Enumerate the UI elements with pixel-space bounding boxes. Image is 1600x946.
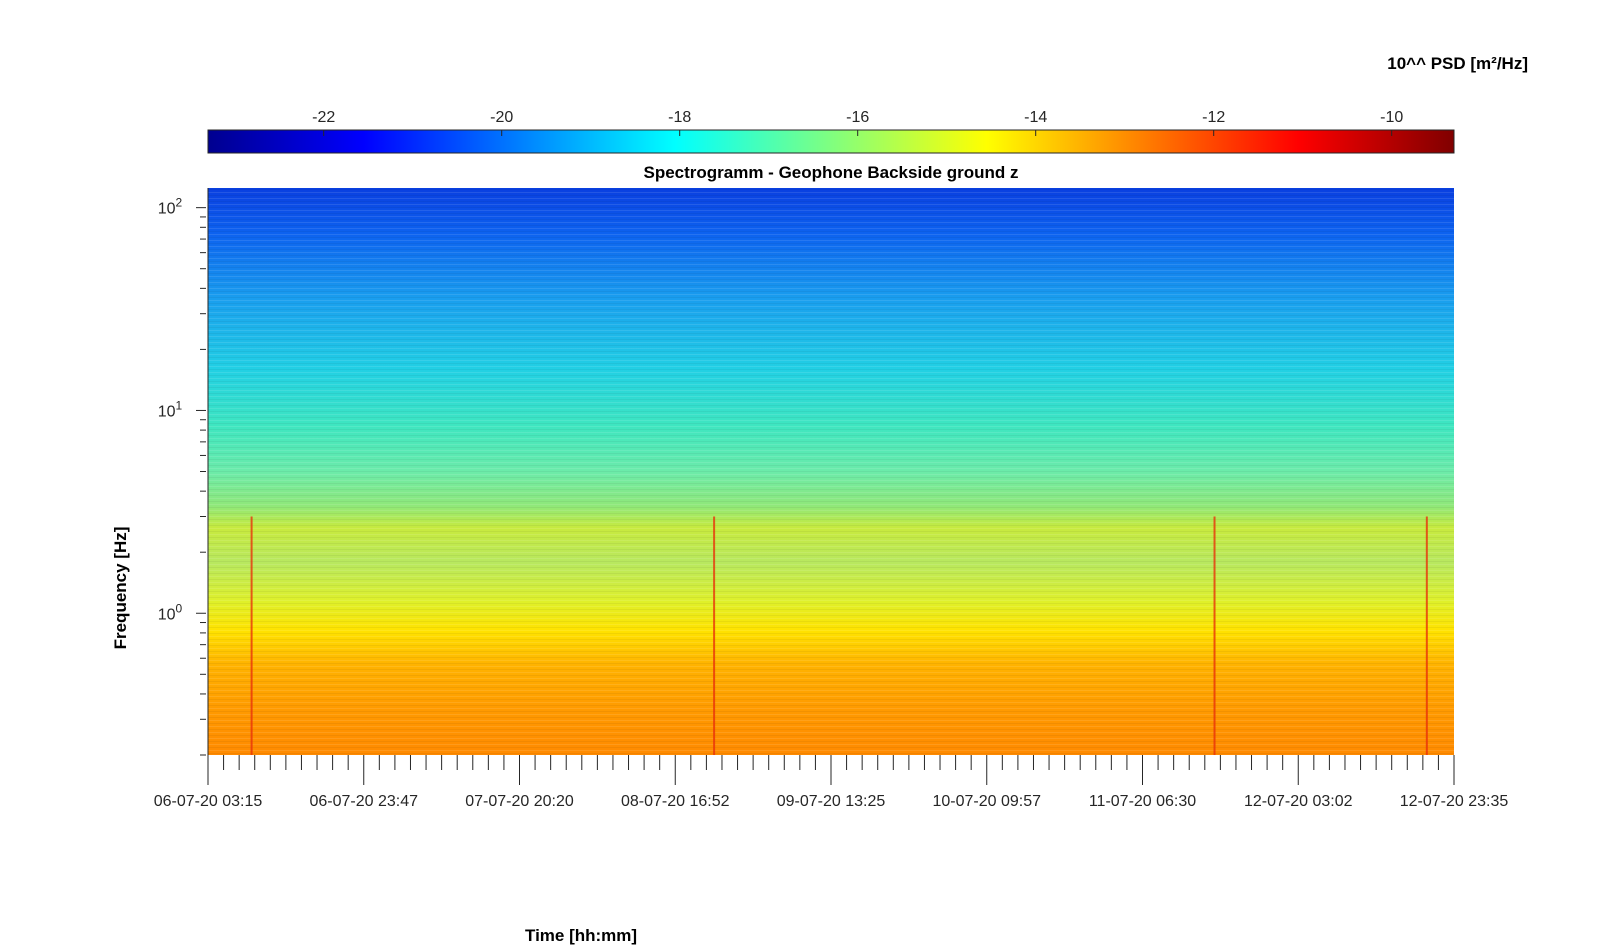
- y-tick-label: 101: [158, 398, 183, 420]
- x-tick-label: 10-07-20 09:57: [932, 793, 1041, 810]
- y-tick-label: 102: [158, 196, 183, 218]
- colorbar-tick-label: -10: [1380, 109, 1403, 126]
- x-tick-label: 07-07-20 20:20: [465, 793, 574, 810]
- x-tick-label: 06-07-20 03:15: [154, 793, 263, 810]
- chart-title: Spectrogramm - Geophone Backside ground …: [643, 163, 1019, 182]
- x-tick-label: 09-07-20 13:25: [777, 793, 886, 810]
- colorbar-tick-label: -22: [312, 109, 335, 126]
- colorbar-tick-label: -14: [1024, 109, 1047, 126]
- colorbar-gradient: [207, 129, 1455, 154]
- colorbar-tick-label: -16: [846, 109, 869, 126]
- spectrogram-texture: [208, 188, 1454, 755]
- colorbar-tick-label: -20: [490, 109, 513, 126]
- x-tick-label: 06-07-20 23:47: [309, 793, 418, 810]
- y-tick-label: 100: [158, 601, 183, 623]
- colorbar: -22 -20 -18 -16 -14 -12 -10: [207, 109, 1455, 154]
- plot-area: 100 101 102 06-07-20 03:15 06-07-20 23:47 07-…: [154, 188, 1509, 810]
- colorbar-unit-label: 10^^ PSD [m²/Hz]: [1387, 54, 1528, 73]
- x-tick-label: 12-07-20 03:02: [1244, 793, 1353, 810]
- colorbar-tick-label: -18: [668, 109, 691, 126]
- x-tick-label: 08-07-20 16:52: [621, 793, 730, 810]
- x-tick-label: 12-07-20 23:35: [1400, 793, 1509, 810]
- x-axis-label: Time [hh:mm]: [525, 926, 638, 945]
- colorbar-tick-label: -12: [1202, 109, 1225, 126]
- x-tick-label: 11-07-20 06:30: [1089, 793, 1196, 810]
